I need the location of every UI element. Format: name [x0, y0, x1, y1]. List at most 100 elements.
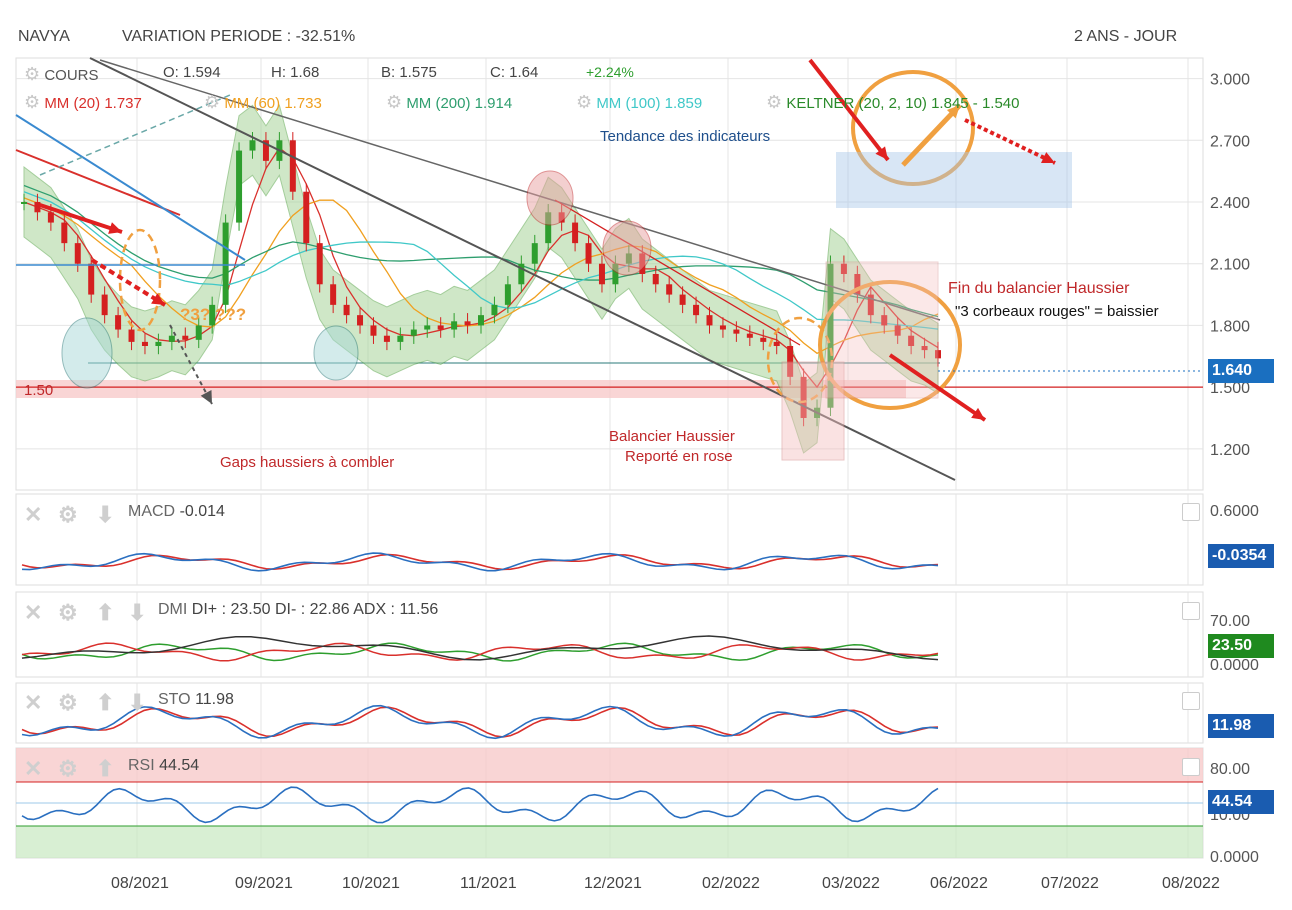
candle	[760, 337, 767, 342]
price-tick-label: 1.500	[1210, 380, 1250, 397]
candle	[612, 263, 619, 285]
candle	[397, 335, 404, 342]
candle	[303, 191, 310, 244]
sto-last-badge: 11.98	[1208, 714, 1274, 738]
rsi-tick-label: 80.00	[1210, 761, 1250, 778]
candle	[827, 263, 834, 408]
arrow-up-icon[interactable]: ⬆	[96, 756, 115, 781]
candle	[719, 325, 726, 330]
close-icon[interactable]: ✕	[24, 502, 43, 527]
cours-label: COURS	[44, 67, 99, 84]
question-annotation: ?3? ???	[180, 305, 247, 324]
close-icon[interactable]: ✕	[24, 690, 43, 715]
circle-marker	[602, 220, 652, 276]
candle	[437, 325, 444, 330]
x-tick-label: 10/2021	[342, 875, 400, 892]
gear-icon[interactable]: ⚙	[58, 502, 78, 527]
keltner-label: KELTNER (20, 2, 10) 1.845 - 1.540	[786, 95, 1020, 112]
gear-icon[interactable]: ⚙	[58, 756, 78, 781]
x-tick-label: 03/2022	[822, 875, 880, 892]
arrow	[888, 353, 987, 422]
candle	[921, 346, 928, 351]
circle-marker	[851, 70, 975, 186]
balancier-annotation-2: Reporté en rose	[625, 448, 733, 465]
low-value: B: 1.575	[381, 64, 437, 81]
change-value: +2.24%	[586, 64, 634, 80]
level-label: 1.50	[24, 382, 54, 399]
sto-checkbox[interactable]	[1182, 692, 1200, 710]
candle	[195, 325, 202, 340]
gear-icon[interactable]: ⚙	[766, 92, 783, 112]
gear-icon[interactable]: ⚙	[58, 600, 78, 625]
rsi-checkbox[interactable]	[1182, 758, 1200, 776]
last-price-badge: 1.640	[1208, 359, 1274, 383]
gear-icon[interactable]: ⚙	[204, 92, 221, 112]
candle	[491, 304, 498, 316]
variation-label: VARIATION PERIODE : -32.51%	[122, 28, 356, 45]
candle	[840, 263, 847, 274]
candle	[424, 325, 431, 330]
candle	[182, 335, 189, 340]
candle	[733, 329, 740, 334]
candle	[330, 284, 337, 305]
arrow-head	[108, 222, 122, 234]
candle	[666, 284, 673, 295]
corbeaux-annotation: "3 corbeaux rouges" = baissier	[955, 303, 1159, 320]
period-button[interactable]: 2 ANS - JOUR	[1074, 28, 1178, 45]
circle-marker	[818, 280, 962, 410]
circle-marker	[118, 228, 162, 332]
arrow-down-icon[interactable]: ⬇	[128, 690, 147, 715]
gear-icon[interactable]: ⚙	[24, 92, 41, 112]
arrow	[169, 324, 213, 405]
arrow-up-icon[interactable]: ⬆	[96, 690, 115, 715]
gear-icon[interactable]: ⚙	[576, 92, 593, 112]
close-icon[interactable]: ✕	[24, 600, 43, 625]
candle	[908, 335, 915, 346]
candle	[706, 315, 713, 326]
arrow-head	[971, 407, 985, 420]
gaps-annotation: Gaps haussiers à combler	[220, 454, 395, 471]
candle	[34, 202, 41, 213]
candle	[504, 284, 511, 305]
gear-icon[interactable]: ⚙	[386, 92, 403, 112]
arrow-down-icon[interactable]: ⬇	[128, 600, 147, 625]
candle	[478, 315, 484, 326]
dmi-checkbox[interactable]	[1182, 602, 1200, 620]
candle	[410, 329, 417, 336]
mm100-label: MM (100) 1.859	[596, 95, 703, 112]
candle	[585, 243, 592, 264]
macd-label: MACD	[128, 503, 176, 520]
adx-line	[21, 635, 939, 661]
candle	[464, 321, 471, 326]
dmi-tick-label: 70.00	[1210, 613, 1250, 630]
close-icon[interactable]: ✕	[24, 756, 43, 781]
arrow-up-icon[interactable]: ⬆	[96, 600, 115, 625]
arrow-down-icon[interactable]: ⬇	[96, 502, 115, 527]
tendance-annotation: Tendance des indicateurs	[600, 128, 771, 145]
candle	[693, 304, 700, 316]
gear-icon[interactable]: ⚙	[24, 64, 41, 84]
arrow	[901, 103, 962, 167]
trendline	[89, 57, 956, 481]
gear-icon[interactable]: ⚙	[58, 690, 78, 715]
circle-marker	[61, 317, 113, 389]
candle	[800, 376, 807, 418]
candle	[787, 346, 794, 377]
rsi-value: 44.54	[159, 757, 200, 774]
macd-checkbox[interactable]	[1182, 503, 1200, 521]
candle	[21, 202, 27, 204]
x-tick-label: 09/2021	[235, 875, 293, 892]
candle	[101, 294, 108, 316]
arrow	[964, 118, 1056, 165]
dmi-value: DI+ : 23.50 DI- : 22.86 ADX : 11.56	[191, 601, 439, 618]
candle	[141, 341, 148, 346]
candle	[679, 294, 686, 305]
circle-marker	[526, 170, 574, 226]
rsi-label: RSI	[128, 757, 155, 774]
candle	[289, 140, 296, 192]
candle	[451, 321, 458, 330]
arrow-head	[946, 105, 960, 119]
candle	[168, 335, 175, 342]
arrow	[39, 203, 123, 234]
